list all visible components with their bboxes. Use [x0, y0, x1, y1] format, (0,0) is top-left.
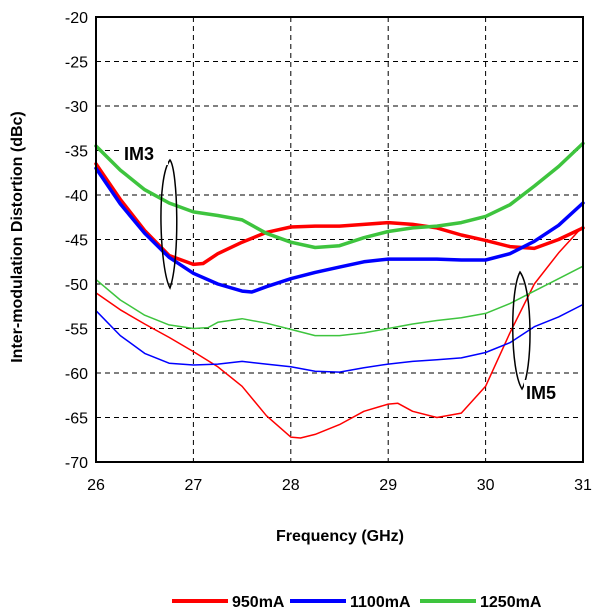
- im3-label-bg: [122, 141, 168, 165]
- y-tick-label: -30: [65, 99, 88, 116]
- y-tick-label: -40: [65, 188, 88, 205]
- legend-label: 1100mA: [350, 594, 411, 611]
- series-im5-1100ma: [95, 303, 584, 373]
- x-tick-label: 31: [574, 477, 592, 494]
- series-im3-1100ma: [94, 166, 585, 294]
- x-axis-title: Frequency (GHz): [276, 528, 404, 545]
- x-tick-labels: 26 27 28 29 30 31: [87, 477, 592, 494]
- im3-bracket-ellipse: [160, 158, 178, 290]
- y-axis-title: Inter-modulation Distortion (dBc): [9, 111, 26, 363]
- series-im5-1250ma: [95, 265, 584, 337]
- im5-label: IM5: [526, 383, 556, 403]
- legend-label: 1250mA: [480, 594, 542, 611]
- x-tick-label: 27: [185, 477, 203, 494]
- grid-lines: [96, 17, 583, 462]
- y-tick-label: -25: [65, 55, 88, 72]
- x-tick-label: 30: [477, 477, 495, 494]
- x-tick-label: 28: [282, 477, 300, 494]
- series-im3-950ma: [94, 162, 585, 267]
- y-tick-label: -50: [65, 277, 88, 294]
- y-tick-label: -55: [65, 322, 88, 339]
- series-lines: [94, 141, 585, 439]
- y-tick-label: -70: [65, 455, 88, 472]
- im5-label-bg: [524, 380, 570, 404]
- legend-label: 950mA: [232, 594, 285, 611]
- im3-label: IM3: [124, 144, 154, 164]
- y-tick-label: -20: [65, 10, 88, 27]
- y-tick-labels: -20 -25 -30 -35 -40 -45 -50 -55 -60 -65 -70: [65, 10, 88, 472]
- im5-bracket-ellipse: [512, 270, 531, 391]
- y-tick-label: -45: [65, 233, 88, 250]
- series-im5-950ma: [95, 225, 584, 439]
- y-tick-label: -60: [65, 366, 88, 383]
- plot-frame: [95, 16, 584, 463]
- x-tick-label: 26: [87, 477, 105, 494]
- y-tick-label: -65: [65, 411, 88, 428]
- legend: 950mA 1100mA 1250mA: [172, 594, 542, 611]
- y-tick-label: -35: [65, 144, 88, 161]
- x-tick-label: 29: [379, 477, 397, 494]
